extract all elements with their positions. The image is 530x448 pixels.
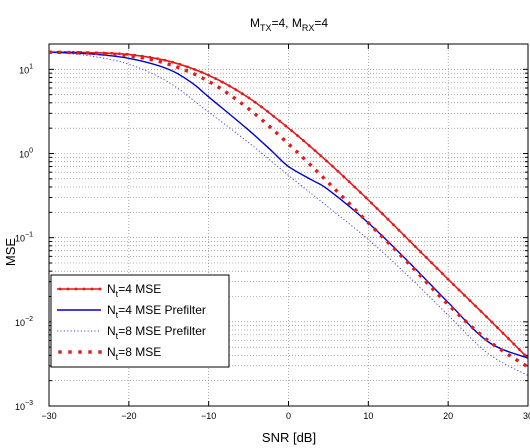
y-axis-tick-labels: 10−3 10−2 10−1 100 101 xyxy=(15,63,33,412)
y-tick-label: 10−3 xyxy=(15,400,33,412)
legend-marker xyxy=(98,287,102,291)
legend-item: Nt=4 MSE Prefilter xyxy=(57,303,206,320)
legend-marker xyxy=(82,287,86,291)
series-3 xyxy=(48,51,529,376)
legend-label: Nt=4 MSE Prefilter xyxy=(107,303,206,320)
legend-marker xyxy=(88,350,92,354)
series-1 xyxy=(48,50,529,360)
chart-title: MTX=4, MRX=4 xyxy=(250,16,328,33)
legend-marker xyxy=(66,287,70,291)
legend-marker xyxy=(98,350,102,354)
legend-label: Nt=8 MSE Prefilter xyxy=(107,324,206,341)
x-axis-label: SNR [dB] xyxy=(262,430,316,445)
y-axis-label: MSE xyxy=(3,238,18,267)
legend-marker xyxy=(68,350,72,354)
y-tick-label: 101 xyxy=(19,63,33,75)
legend-marker xyxy=(78,350,82,354)
series-markers xyxy=(48,50,529,360)
axis-ticks xyxy=(48,43,529,407)
legend-marker xyxy=(90,287,94,291)
legend-marker xyxy=(58,350,62,354)
grid-lines xyxy=(49,44,528,406)
x-tick-label: −10 xyxy=(201,411,216,421)
y-tick-label: 10−2 xyxy=(15,316,33,328)
legend-marker xyxy=(74,287,78,291)
x-tick-label: 10 xyxy=(363,411,373,421)
x-tick-label: 0 xyxy=(286,411,291,421)
x-axis-tick-labels: −30 −20 −10 0 10 20 30 xyxy=(41,411,530,421)
y-tick-label: 100 xyxy=(19,148,33,160)
x-tick-label: −30 xyxy=(41,411,56,421)
y-tick-label: 10−1 xyxy=(15,232,33,244)
legend-label: Nt=4 MSE xyxy=(107,282,161,299)
legend-item: Nt=8 MSE Prefilter xyxy=(57,324,206,341)
x-tick-label: 20 xyxy=(443,411,453,421)
series-layer xyxy=(48,50,529,376)
legend-item: Nt=4 MSE xyxy=(57,282,161,299)
x-tick-label: −20 xyxy=(121,411,136,421)
legend: Nt=4 MSE Nt=4 MSE Prefilter Nt=8 MSE Prefi… xyxy=(50,274,230,368)
legend-item: Nt=8 MSE xyxy=(58,345,161,362)
legend-marker xyxy=(58,287,62,291)
series-line xyxy=(48,51,529,376)
x-tick-label: 30 xyxy=(523,411,530,421)
legend-label: Nt=8 MSE xyxy=(107,345,161,362)
